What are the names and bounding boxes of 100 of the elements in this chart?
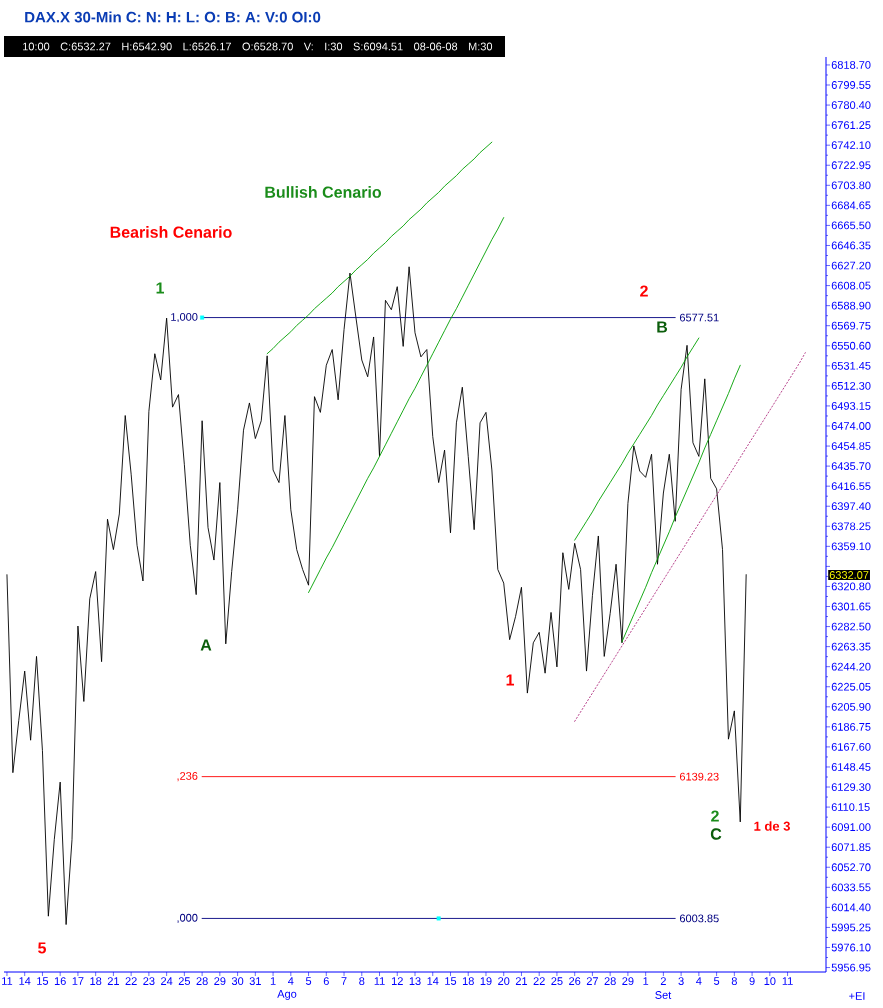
chart-title: DAX.X 30-Min C: N: H: L: O: B: A: V:0 OI:0 xyxy=(25,11,321,23)
x-tick-label: 27 xyxy=(586,977,598,985)
x-tick-label: 26 xyxy=(569,977,581,985)
y-tick-label: 6531.45 xyxy=(831,361,871,370)
x-tick-label: 4 xyxy=(288,977,294,985)
y-tick-label: 6799.55 xyxy=(831,81,871,89)
y-tick-label: 6052.70 xyxy=(831,863,871,872)
x-tick-label: 11 xyxy=(782,977,793,985)
y-tick-label: 6627.20 xyxy=(831,261,871,270)
y-tick-label: 6512.30 xyxy=(831,381,871,390)
y-tick-label: 6244.20 xyxy=(831,662,871,671)
x-tick-label: 14 xyxy=(427,977,439,985)
series-label: ,000 xyxy=(177,913,198,923)
y-tick-label: 6722.95 xyxy=(831,161,871,170)
x-tick-label: 7 xyxy=(341,977,347,985)
data-label: 6003.85 xyxy=(679,914,719,923)
y-tick-label: 6493.15 xyxy=(831,402,871,410)
chart-subtitle: 10:00 C:6532.27 H:6542.90 L:6526.17 O:6528.70 V: I:30 S:6094.51 08-06-08 M:30 xyxy=(23,42,493,51)
y-tick-label: 6818.70 xyxy=(831,61,871,69)
data-label: 6577.51 xyxy=(679,313,719,322)
x-tick-label: 25 xyxy=(551,977,563,985)
annotation: 1 xyxy=(156,282,165,294)
x-tick-label: 15 xyxy=(37,977,49,985)
x-tick-label: 8 xyxy=(731,977,737,985)
annotation: 2 xyxy=(640,285,648,297)
annotation: 5 xyxy=(38,942,46,954)
y-tick-label: 6416.55 xyxy=(831,482,871,491)
x-tick-label: 29 xyxy=(622,977,634,985)
x-tick-label: 22 xyxy=(533,977,545,985)
y-tick-label: 6091.00 xyxy=(831,823,871,832)
data-label: 6139.23 xyxy=(679,772,719,781)
y-tick-label: 5995.25 xyxy=(831,923,871,932)
y-tick-label: 6397.40 xyxy=(831,502,871,511)
series-label: ,236 xyxy=(177,772,198,782)
x-tick-label: 24 xyxy=(161,977,173,985)
x-tick-label: 31 xyxy=(249,977,261,985)
x-tick-label: 8 xyxy=(359,977,365,985)
x-tick-label: 20 xyxy=(498,977,510,985)
annotation: Bullish Cenario xyxy=(265,186,382,198)
text: Ago xyxy=(277,990,297,1000)
x-tick-label: 4 xyxy=(696,977,702,985)
y-tick-label: 5976.10 xyxy=(831,943,871,952)
y-tick-label: 6282.50 xyxy=(831,622,871,631)
annotation: 1 de 3 xyxy=(754,821,790,831)
x-tick-label: 11 xyxy=(374,977,385,985)
y-tick-label: 6359.10 xyxy=(831,542,871,551)
y-tick-label: 6186.75 xyxy=(831,722,871,731)
x-tick-label: 2 xyxy=(660,977,666,985)
y-tick-label: 6205.90 xyxy=(831,702,871,711)
y-tick-label: 6684.65 xyxy=(831,201,871,210)
x-tick-label: 28 xyxy=(604,977,616,985)
x-tick-label: 10 xyxy=(764,977,776,985)
annotation: 1 xyxy=(506,674,515,686)
x-tick-label: 9 xyxy=(749,977,755,985)
y-tick-label: 6608.05 xyxy=(831,281,871,290)
annotation: B xyxy=(657,321,668,333)
x-tick-label: 18 xyxy=(90,977,102,985)
x-tick-label: 16 xyxy=(54,977,66,985)
y-tick-label: 6550.60 xyxy=(831,341,871,350)
text: Set xyxy=(655,991,672,999)
y-tick-label: 6301.65 xyxy=(831,602,871,611)
x-tick-label: 13 xyxy=(409,977,421,985)
y-tick-label: 6474.00 xyxy=(831,422,871,430)
x-tick-label: 5 xyxy=(305,977,312,985)
y-tick-label: 6454.85 xyxy=(831,442,871,450)
x-tick-label: 19 xyxy=(480,977,492,985)
x-tick-label: 6 xyxy=(323,977,329,985)
y-tick-label: 6110.15 xyxy=(831,803,870,811)
y-tick-label: 6742.10 xyxy=(831,141,871,150)
x-tick-label: 12 xyxy=(391,977,403,985)
x-tick-label: 14 xyxy=(19,977,31,985)
y-tick-label: 6665.50 xyxy=(831,221,871,230)
x-tick-label: 17 xyxy=(72,977,84,985)
x-tick-label: 18 xyxy=(462,977,474,985)
annotation: 2 xyxy=(711,810,719,822)
y-tick-label: 6225.05 xyxy=(831,682,871,691)
x-tick-label: 23 xyxy=(143,977,155,985)
y-tick-label: 6071.85 xyxy=(831,843,871,852)
x-tick-label: 15 xyxy=(445,977,457,985)
line-series xyxy=(6,266,747,925)
y-tick-label: 6703.80 xyxy=(831,181,871,190)
y-tick-label: 6148.45 xyxy=(831,763,871,771)
line-series xyxy=(308,217,505,593)
x-tick-label: 5 xyxy=(713,977,720,985)
y-tick-label: 6033.55 xyxy=(831,883,871,892)
annotation: Bearish Cenario xyxy=(110,226,232,238)
x-tick-label: 3 xyxy=(678,977,684,985)
y-tick-label: 6014.40 xyxy=(831,903,871,912)
x-tick-label: 30 xyxy=(231,977,244,985)
x-tick-label: 21 xyxy=(107,977,119,985)
x-tick-label: 21 xyxy=(515,977,528,985)
y-tick-label: 6167.60 xyxy=(831,743,871,751)
annotation: C xyxy=(710,828,722,840)
x-tick-label: 22 xyxy=(125,977,137,985)
y-tick-label: 6263.35 xyxy=(831,642,871,651)
x-tick-label: 11 xyxy=(2,977,13,985)
x-tick-label: 25 xyxy=(178,977,191,985)
y-tick-label: 6129.30 xyxy=(831,783,871,791)
y-tick-label: 6435.70 xyxy=(831,462,871,470)
y-tick-label: 6569.75 xyxy=(831,321,871,330)
